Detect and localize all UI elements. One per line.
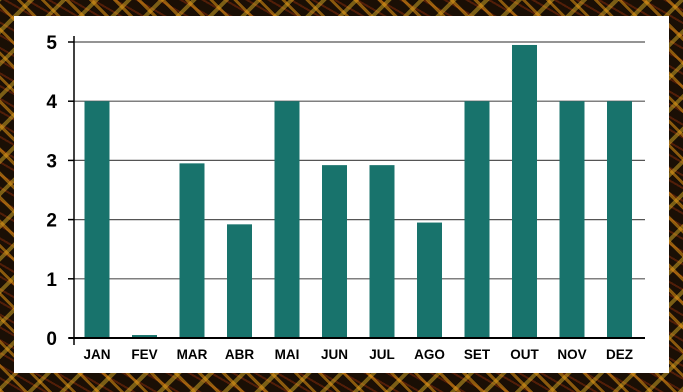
x-tick-label: MAR — [177, 347, 208, 362]
y-tick-label: 5 — [46, 33, 57, 54]
bar-dez — [607, 101, 632, 338]
x-tick-label: NOV — [557, 347, 586, 362]
axes — [69, 36, 645, 345]
bar-mai — [274, 101, 300, 338]
x-tick-label: JAN — [83, 347, 110, 362]
bar-jun — [322, 165, 347, 338]
y-tick-labels: 0 1 2 3 4 5 — [46, 33, 57, 350]
y-tick-label: 0 — [46, 329, 57, 350]
y-tick-label: 2 — [46, 211, 57, 232]
gridlines — [68, 41, 645, 339]
x-tick-label: DEZ — [606, 347, 633, 362]
bar-chart: 0 1 2 3 4 5 JAN FEV MAR ABR MAI JUN JUL AGO SET OUT NOV… — [46, 33, 645, 362]
x-tick-label: ABR — [225, 347, 254, 362]
x-tick-label: JUN — [321, 347, 348, 362]
bar-jul — [369, 165, 395, 338]
bar-ago — [417, 222, 442, 338]
y-tick-label: 1 — [46, 270, 57, 291]
bar-set — [464, 101, 490, 338]
y-tick-label: 4 — [46, 92, 57, 113]
x-tick-labels: JAN FEV MAR ABR MAI JUN JUL AGO SET OUT NOV DEZ — [83, 347, 633, 362]
y-tick-label: 3 — [46, 151, 57, 172]
bar-nov — [559, 101, 585, 338]
x-tick-label: FEV — [131, 347, 157, 362]
bar-mar — [179, 163, 205, 338]
x-tick-label: MAI — [275, 347, 300, 362]
bar-jan — [84, 101, 110, 338]
chart-panel: 0 1 2 3 4 5 JAN FEV MAR ABR MAI JUN JUL AGO SET OUT NOV… — [14, 16, 669, 373]
bar-abr — [227, 224, 252, 338]
x-tick-label: JUL — [369, 347, 395, 362]
bar-fev — [132, 335, 157, 338]
bars — [84, 44, 632, 339]
bar-out — [512, 44, 537, 339]
x-tick-label: SET — [464, 347, 491, 362]
x-tick-label: OUT — [510, 347, 539, 362]
x-tick-label: AGO — [414, 347, 445, 362]
